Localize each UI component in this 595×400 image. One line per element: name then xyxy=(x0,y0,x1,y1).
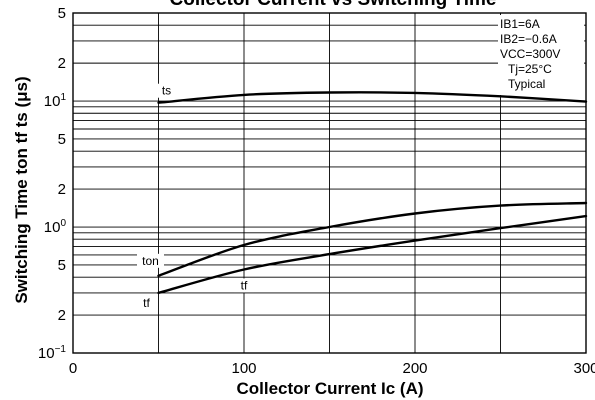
condition-text: IB1=6A xyxy=(500,17,540,31)
x-tick-label: 300 xyxy=(573,360,595,377)
condition-text: Tj=25°C xyxy=(508,62,552,76)
y-tick-label: 100 xyxy=(44,218,67,236)
plot-frame xyxy=(72,12,587,354)
y-axis-label: Switching Time ton tf ts (μs) xyxy=(12,76,31,303)
y-tick-label: 5 xyxy=(58,257,66,274)
condition-text: IB2=−0.6A xyxy=(500,32,557,46)
y-tick-label: 2 xyxy=(58,55,66,72)
series-layer xyxy=(157,91,588,295)
curve-label-tf: tf xyxy=(241,279,248,293)
series-line-ts xyxy=(157,91,588,104)
x-tick-label: 100 xyxy=(231,360,256,377)
y-tick-label: 101 xyxy=(44,92,67,110)
y-tick-label: 10−1 xyxy=(38,344,67,362)
x-axis-ticks: 0 100 200 300 xyxy=(69,360,595,377)
curve-label-bg xyxy=(156,83,177,98)
y-tick-label: 5 xyxy=(58,131,66,148)
chart-title: Collector Current vs Switching Time xyxy=(170,0,497,10)
y-tick-label: 5 xyxy=(58,5,66,22)
x-tick-label: 0 xyxy=(69,360,77,377)
curve-label-bg xyxy=(234,278,254,293)
curve-label-ts: ts xyxy=(162,84,171,98)
x-axis-label: Collector Current Ic (A) xyxy=(236,379,423,398)
condition-text: Typical xyxy=(508,77,545,91)
series-line-ton xyxy=(157,201,588,277)
curve-label-ton: ton xyxy=(142,254,159,268)
curve-label-tf: tf xyxy=(143,296,150,310)
curve-label-bg xyxy=(136,295,157,310)
conditions-bg xyxy=(498,15,584,95)
y-axis-ticks: 10−1 2 5 100 2 5 101 2 5 xyxy=(38,5,67,362)
curve-labels: ts ton tf tf xyxy=(136,83,254,310)
y-tick-label: 2 xyxy=(58,181,66,198)
series-line-tf xyxy=(157,214,588,295)
condition-text: VCC=300V xyxy=(500,47,560,61)
y-tick-label: 2 xyxy=(58,307,66,324)
curve-label-bg xyxy=(137,253,164,268)
x-tick-label: 200 xyxy=(402,360,427,377)
